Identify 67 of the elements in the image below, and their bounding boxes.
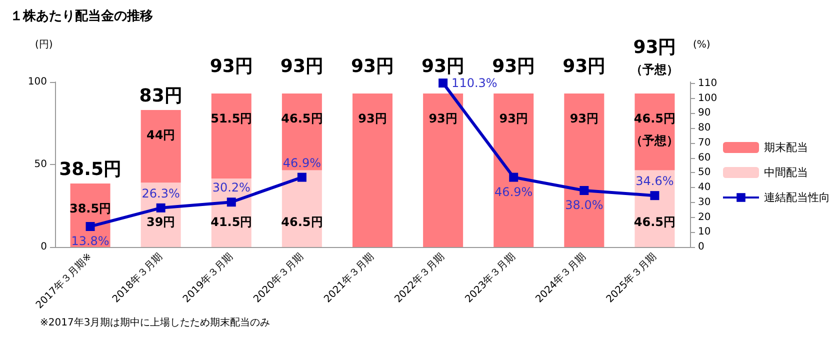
total-label: 93円 bbox=[350, 56, 394, 78]
legend-label: 中間配当 bbox=[764, 166, 808, 179]
bar bbox=[211, 94, 252, 179]
point bbox=[438, 78, 448, 88]
bar bbox=[494, 94, 534, 247]
total-label: 93円（予想） bbox=[630, 37, 679, 77]
total-label: 93円 bbox=[210, 56, 253, 78]
data-label: 93円 bbox=[428, 112, 458, 126]
data-label: 93円 bbox=[570, 112, 599, 126]
point bbox=[580, 186, 589, 196]
text: ※2017年3月期は期中に上場したため期末配当のみ bbox=[40, 316, 270, 328]
total-label: 83円 bbox=[139, 86, 182, 107]
data-label: 93円 bbox=[499, 112, 528, 126]
data-label: 34.6% bbox=[636, 174, 674, 188]
point bbox=[650, 191, 660, 200]
y2-tick-label: 60 bbox=[698, 152, 711, 164]
legend-label: 期末配当 bbox=[764, 141, 808, 154]
data-label: 41.5円 bbox=[210, 215, 252, 229]
data-label: 13.8% bbox=[71, 234, 110, 248]
data-label: 39円 bbox=[146, 215, 176, 229]
data-label: 46.5円 bbox=[634, 215, 676, 229]
total-label: 93円 bbox=[280, 56, 324, 78]
data-label: 46.5円（予想） bbox=[630, 112, 679, 148]
bar bbox=[352, 94, 392, 247]
bar bbox=[282, 170, 322, 247]
point bbox=[297, 172, 306, 182]
y2-tick-label: 20 bbox=[698, 212, 711, 223]
total-label: 93円 bbox=[562, 56, 606, 78]
data-label: 93円 bbox=[358, 112, 387, 126]
y2-tick-label: 0 bbox=[698, 242, 704, 252]
y2-tick-label: 30 bbox=[698, 196, 711, 208]
y2-tick-label: 10 bbox=[698, 226, 711, 238]
y2-tick-label: 80 bbox=[698, 122, 711, 134]
bar bbox=[423, 94, 464, 247]
point bbox=[86, 222, 95, 231]
y-axis-title: (円) bbox=[35, 40, 53, 50]
y2-tick-label: 70 bbox=[698, 137, 711, 148]
y2-tick-label: 90 bbox=[698, 108, 711, 119]
legend-label: 連結配当性向 bbox=[764, 191, 830, 204]
chart-title: １株あたり配当金の推移 bbox=[10, 9, 153, 24]
y2-tick-label: 50 bbox=[698, 167, 711, 178]
y2-tick-label: 110 bbox=[698, 78, 718, 89]
total-label: 93円 bbox=[492, 56, 536, 78]
bar bbox=[564, 94, 604, 247]
y2-tick-label: 40 bbox=[698, 182, 711, 194]
total-label: 93円 bbox=[422, 56, 465, 78]
data-label: 38.0% bbox=[565, 198, 604, 212]
data-label: 30.2% bbox=[212, 180, 250, 195]
point bbox=[156, 203, 166, 212]
y2-tick-label: 100 bbox=[698, 92, 718, 104]
y-tick-label: 50 bbox=[34, 159, 47, 170]
bar bbox=[140, 110, 181, 183]
data-label: 110.3% bbox=[452, 76, 498, 90]
data-label: 38.5円 bbox=[69, 201, 112, 216]
data-label: 51.5円 bbox=[210, 112, 252, 126]
y2-axis-title: (%) bbox=[693, 40, 710, 50]
total-label: 38.5円 bbox=[59, 158, 122, 180]
data-label: 46.9% bbox=[282, 156, 322, 170]
data-label: 46.9% bbox=[494, 184, 533, 199]
data-label: 46.5円 bbox=[281, 215, 323, 229]
y-tick-label: 0 bbox=[40, 242, 47, 252]
data-label: 26.3% bbox=[142, 186, 180, 200]
point bbox=[509, 172, 518, 182]
point bbox=[226, 198, 236, 207]
y-tick-label: 100 bbox=[28, 76, 47, 88]
data-label: 46.5円 bbox=[281, 112, 323, 126]
data-label: 44円 bbox=[146, 128, 176, 142]
